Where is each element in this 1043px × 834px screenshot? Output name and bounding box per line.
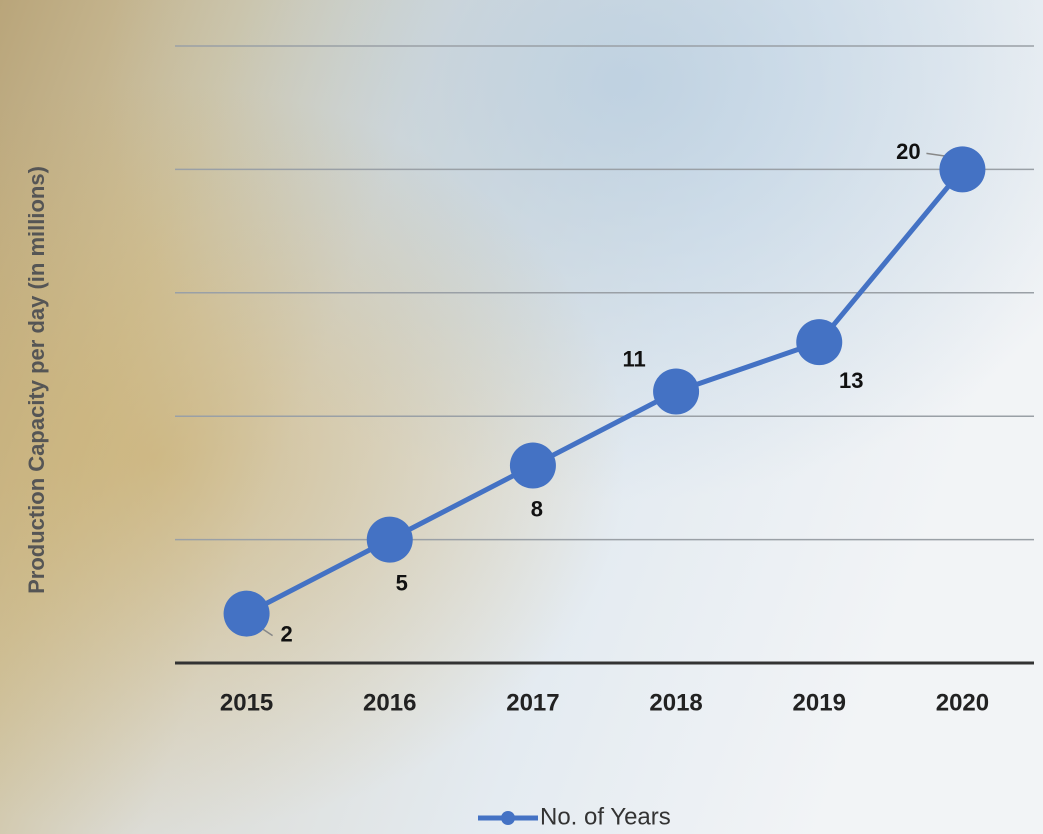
marker	[223, 590, 270, 637]
x-tick-label: 2015	[220, 689, 273, 716]
y-axis-label: Production Capacity per day (in millions…	[24, 166, 49, 594]
x-tick-label: 2020	[936, 689, 989, 716]
data-label: 5	[396, 570, 408, 595]
marker	[939, 146, 986, 193]
data-label: 2	[280, 621, 292, 646]
marker	[509, 442, 556, 489]
x-tick-label: 2018	[649, 689, 702, 716]
data-label: 20	[896, 139, 920, 164]
marker	[796, 319, 843, 366]
legend-label: No. of Years	[540, 803, 671, 830]
x-tick-label: 2017	[506, 689, 559, 716]
marker	[366, 516, 413, 563]
line	[245, 167, 965, 616]
x-tick-label: 2016	[363, 689, 416, 716]
data-label: 13	[839, 368, 863, 393]
x-tick-label: 2019	[793, 689, 846, 716]
data-label: 8	[531, 496, 543, 521]
data-label: 11	[622, 346, 645, 371]
marker	[653, 368, 700, 415]
legend-marker	[501, 811, 515, 825]
